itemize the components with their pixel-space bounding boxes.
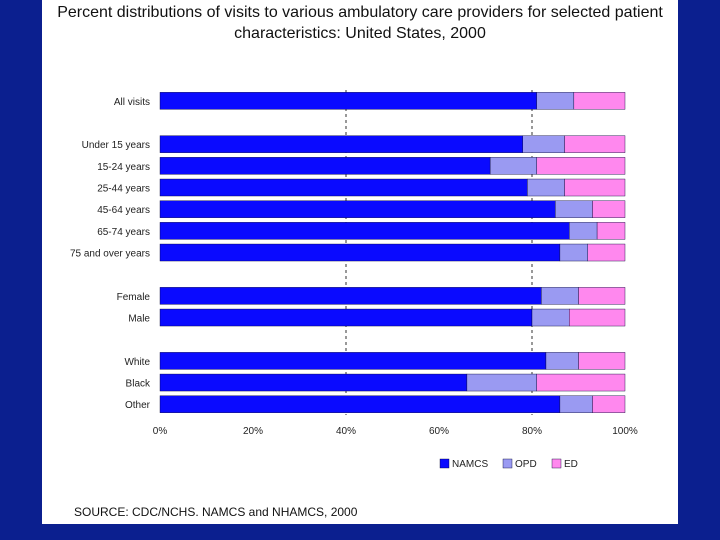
bar-segment-opd <box>569 222 598 240</box>
category-label: Black <box>126 379 151 390</box>
bar-segment-ed <box>564 178 626 197</box>
bar-segment-ed <box>564 135 626 153</box>
category-label: 15-24 years <box>97 162 150 173</box>
x-axis-ticks: 0% 20% 40% 60% 80% 100% <box>153 426 638 437</box>
category-label: 75 and over years <box>70 249 150 260</box>
category-label: 25-44 years <box>97 184 150 195</box>
category-label: 65-74 years <box>97 227 150 238</box>
legend-swatch-namcs <box>439 458 450 469</box>
bar-segment-namcs <box>159 178 528 197</box>
legend-label-ed: ED <box>564 459 578 470</box>
legend: NAMCS OPD ED <box>439 458 578 470</box>
bar-segment-ed <box>536 373 626 392</box>
x-tick-label: 40% <box>336 426 356 437</box>
bar-segment-opd <box>489 157 537 175</box>
bar-segment-ed <box>536 157 626 175</box>
bar-segment-opd <box>531 308 570 327</box>
bar-segment-ed <box>578 352 626 370</box>
bar-segment-namcs <box>159 243 561 262</box>
bar-segment-namcs <box>159 395 561 413</box>
legend-swatch-ed <box>551 458 562 469</box>
bar-segment-namcs <box>159 92 537 110</box>
bar-segment-opd <box>522 135 565 153</box>
bar-segment-opd <box>536 92 575 110</box>
bar-segment-opd <box>466 373 537 392</box>
bar-segment-ed <box>596 222 626 240</box>
category-labels: All visits Under 15 years 15-24 years 25-44… <box>70 97 151 411</box>
bar-segment-ed <box>578 287 626 305</box>
legend-label-namcs: NAMCS <box>452 459 488 470</box>
category-label: 45-64 years <box>97 205 150 216</box>
chart-title-line-1: Percent distributions of visits to vario… <box>57 4 663 21</box>
chart-title: Percent distributions of visits to vario… <box>42 2 678 44</box>
x-tick-label: 20% <box>243 426 263 437</box>
stacked-bar-chart: All visits Under 15 years 15-24 years 25-44… <box>70 90 638 470</box>
bar-segment-ed <box>587 243 626 262</box>
x-tick-label: 80% <box>522 426 542 437</box>
category-label: White <box>124 357 150 368</box>
bar-segment-ed <box>592 395 626 413</box>
bar-segment-opd <box>541 287 579 305</box>
slide-frame: Percent distributions of visits to vario… <box>42 0 678 524</box>
bar-segment-namcs <box>159 373 468 392</box>
bar-segment-namcs <box>159 135 523 153</box>
category-label: Other <box>125 400 151 411</box>
legend-label-opd: OPD <box>515 459 537 470</box>
bar-segment-opd <box>545 352 579 370</box>
legend-swatch-opd <box>502 458 513 469</box>
bar-segment-ed <box>592 200 626 218</box>
bar-segment-namcs <box>159 352 547 370</box>
bar-segment-namcs <box>159 287 542 305</box>
category-label: Female <box>117 292 151 303</box>
bar-segment-namcs <box>159 200 556 218</box>
x-tick-label: 0% <box>153 426 168 437</box>
source-note: SOURCE: CDC/NCHS. NAMCS and NHAMCS, 2000 <box>74 505 358 519</box>
bar-segment-namcs <box>159 222 570 240</box>
bar-segment-opd <box>559 395 593 413</box>
category-label: Male <box>128 314 150 325</box>
bar-segment-namcs <box>159 308 533 327</box>
x-tick-label: 60% <box>429 426 449 437</box>
bar-segment-namcs <box>159 157 491 175</box>
category-label: Under 15 years <box>82 140 150 151</box>
chart-title-line-2: characteristics: United States, 2000 <box>234 25 486 42</box>
bar-segment-ed <box>573 92 626 110</box>
bar-segment-ed <box>569 308 626 327</box>
x-tick-label: 100% <box>612 426 638 437</box>
bar-segment-opd <box>527 178 565 197</box>
category-label: All visits <box>114 97 150 108</box>
bars <box>159 92 626 413</box>
bar-segment-opd <box>559 243 589 262</box>
bar-segment-opd <box>555 200 593 218</box>
